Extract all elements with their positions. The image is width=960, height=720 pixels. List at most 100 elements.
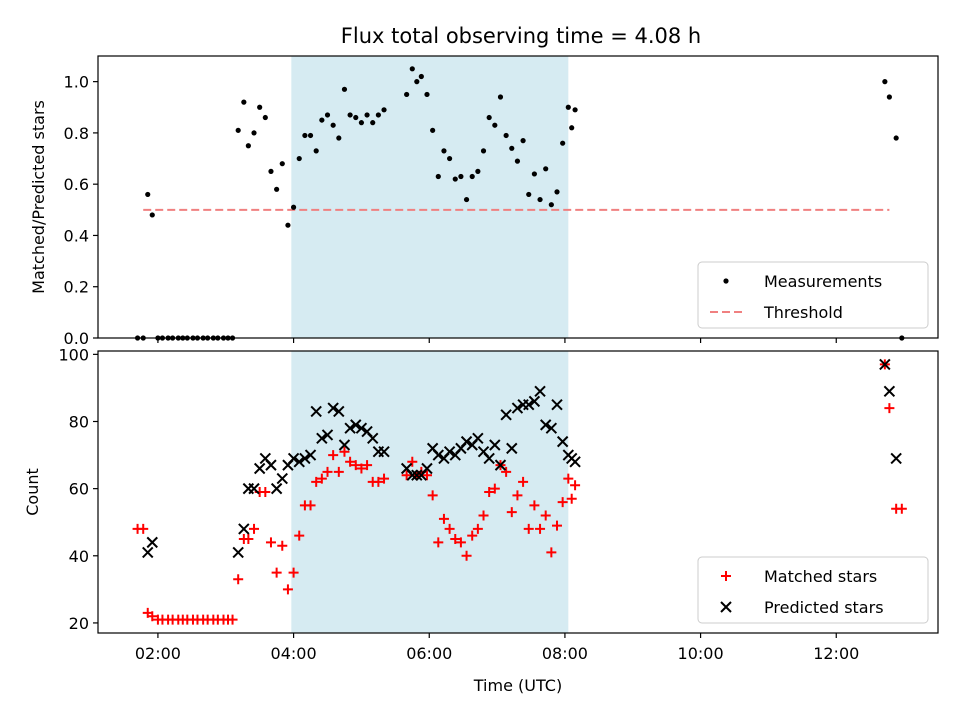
predicted-point (489, 439, 501, 451)
matched-point (277, 540, 288, 551)
predicted-point (310, 405, 322, 418)
predicted-point (883, 385, 896, 397)
measurement-point (441, 148, 447, 154)
predicted-point (879, 358, 891, 371)
matched-point (570, 480, 581, 491)
matched-point (518, 476, 529, 487)
x-tick-label: 10:00 (678, 644, 724, 663)
matched-point (501, 466, 512, 477)
measurement-point (480, 148, 487, 154)
matched-point (546, 547, 557, 558)
panel-2: 20 40 60 80 100 02:00 04:00 06:00 08:00 10:00 12:0… (23, 345, 939, 695)
predicted-point (378, 446, 390, 458)
matched-point (288, 567, 299, 578)
measurement-point (347, 112, 353, 118)
matched-point (461, 550, 472, 561)
y-tick-label: 40 (69, 547, 89, 566)
matched-point (271, 567, 282, 578)
measurement-point (430, 127, 436, 133)
measurement-point (452, 176, 458, 182)
measurement-point (882, 79, 888, 85)
matched-point (138, 523, 149, 534)
y-tick-label: 80 (69, 413, 89, 432)
figure-title: Flux total observing time = 4.08 h (341, 24, 701, 48)
measurement-point (375, 112, 381, 118)
measurement-point (537, 196, 543, 203)
y-tick-label: 0.0 (64, 329, 89, 348)
predicted-point (472, 432, 484, 444)
measurement-point (497, 94, 504, 100)
predicted-point (142, 546, 154, 559)
measurement-point (447, 155, 453, 162)
measurement-point (463, 196, 470, 203)
predicted-point (460, 435, 473, 448)
series-x (142, 358, 902, 559)
y-tick-label: 0.8 (64, 124, 89, 143)
matched-point (552, 520, 563, 531)
matched-point (529, 500, 540, 511)
predicted-point (411, 469, 423, 481)
predicted-point (534, 385, 546, 397)
measurement-point (341, 86, 348, 92)
measurement-point (290, 204, 297, 210)
legend-label: Threshold (763, 303, 843, 322)
matched-point (282, 584, 293, 595)
predicted-point (253, 462, 266, 475)
matched-point (316, 473, 327, 484)
matched-point (407, 456, 418, 467)
predicted-point (304, 449, 317, 461)
matched-point (455, 537, 466, 548)
measurement-point (492, 122, 498, 128)
legend: Measurements Threshold (697, 261, 929, 329)
measurement-point (324, 112, 331, 118)
measurement-point (893, 135, 899, 141)
legend: Matched stars Predicted stars (697, 556, 929, 624)
predicted-point (494, 459, 507, 471)
matched-point (260, 487, 271, 497)
predicted-point (270, 482, 283, 495)
matched-point (450, 534, 461, 544)
predicted-point (539, 419, 552, 431)
measurement-point (572, 107, 578, 113)
matched-point (401, 470, 412, 481)
measurement-point (435, 173, 441, 180)
measurement-point (424, 91, 430, 98)
predicted-point (569, 456, 581, 468)
y-axis-label: Matched/Predicted stars (29, 100, 48, 294)
predicted-point (146, 536, 158, 549)
x-tick-label: 12:00 (813, 644, 859, 663)
predicted-point (483, 452, 495, 465)
measurement-point (358, 120, 365, 126)
matched-point (243, 534, 254, 544)
legend-label: Matched stars (764, 567, 877, 586)
matched-point (356, 463, 367, 474)
predicted-point (511, 402, 524, 414)
shaded-interval (291, 56, 569, 338)
measurement-point (257, 104, 263, 110)
axes-frame (97, 55, 939, 339)
predicted-point (238, 523, 250, 535)
measurement-point (268, 168, 274, 174)
matched-point (227, 614, 238, 625)
predicted-point (344, 422, 356, 434)
predicted-point (232, 546, 244, 559)
legend-box (697, 556, 929, 624)
measurement-point (241, 99, 247, 105)
matched-point (472, 523, 483, 534)
measurement-point (458, 173, 464, 180)
measurement-point (543, 166, 549, 172)
predicted-point (545, 422, 558, 434)
matched-point (467, 530, 478, 541)
predicted-point (355, 422, 368, 434)
panel-1: 0.0 0.2 0.4 0.6 0.8 1.0 Matched/Predicted star… (29, 55, 939, 348)
y-tick-label: 100 (58, 345, 89, 364)
matched-point (478, 510, 489, 521)
predicted-point (528, 395, 541, 408)
series-plus (132, 359, 907, 625)
y-tick-label: 0.2 (64, 278, 89, 297)
measurement-point (262, 114, 268, 121)
matched-point (433, 537, 444, 548)
predicted-point (321, 429, 334, 441)
matched-point (421, 470, 432, 481)
